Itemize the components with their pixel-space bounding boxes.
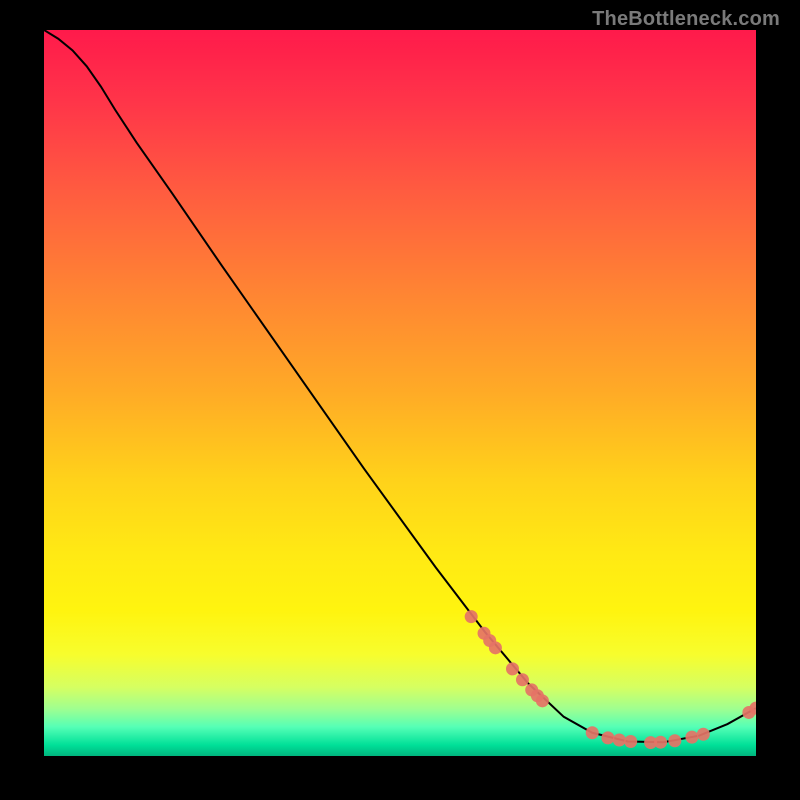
curve-marker xyxy=(613,734,626,747)
curve-marker xyxy=(668,734,681,747)
curve-marker xyxy=(465,610,478,623)
curve-marker xyxy=(654,736,667,749)
chart-curve-layer xyxy=(44,30,756,756)
curve-marker xyxy=(536,694,549,707)
curve-marker xyxy=(697,728,710,741)
curve-marker xyxy=(489,641,502,654)
curve-marker xyxy=(516,673,529,686)
curve-markers xyxy=(465,610,756,749)
watermark-text: TheBottleneck.com xyxy=(592,8,780,31)
curve-marker xyxy=(685,731,698,744)
curve-marker xyxy=(506,662,519,675)
curve-marker xyxy=(586,726,599,739)
chart-plot-area xyxy=(44,30,756,756)
curve-line xyxy=(44,30,756,742)
curve-marker xyxy=(624,735,637,748)
curve-marker xyxy=(601,731,614,744)
